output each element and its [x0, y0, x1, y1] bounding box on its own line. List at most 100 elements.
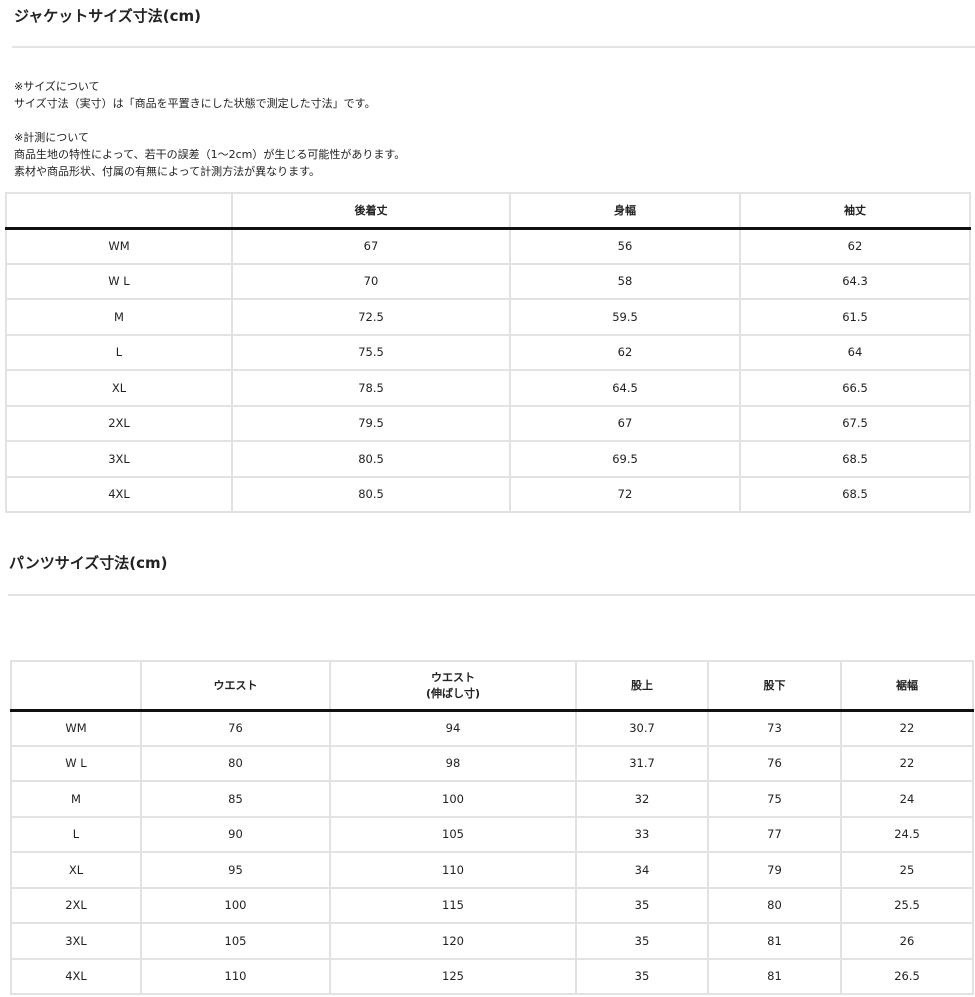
column-header: [10, 660, 142, 712]
divider: [8, 594, 975, 596]
jacket-title: ジャケットサイズ寸法(cm): [14, 7, 202, 25]
table-cell: 105: [140, 922, 331, 960]
note-line: 素材や商品形状、付属の有無によって計測方法が異なります。: [14, 165, 321, 178]
table-cell: 80: [140, 744, 331, 782]
table-cell: 35: [575, 886, 709, 924]
note-line: 商品生地の特性によって、若干の誤差（1～2cm）が生じる可能性があります。: [14, 148, 406, 161]
size-label: WM: [5, 227, 233, 265]
table-cell: 35: [575, 957, 709, 995]
table-cell: 90: [140, 815, 331, 853]
table-row: WM 76 94 30.7 73 22: [10, 709, 974, 747]
table-cell: 76: [707, 744, 842, 782]
table-cell: 80: [707, 886, 842, 924]
table-cell: 85: [140, 780, 331, 818]
size-label: W L: [10, 744, 142, 782]
table-cell: 81: [707, 922, 842, 960]
table-cell: 59.5: [509, 298, 741, 336]
table-row: M 72.5 59.5 61.5: [5, 298, 971, 336]
table-row: 2XL 79.5 67 67.5: [5, 404, 971, 442]
table-cell: 24.5: [840, 815, 974, 853]
table-cell: 105: [329, 815, 577, 853]
table-cell: 98: [329, 744, 577, 782]
table-row: L 75.5 62 64: [5, 333, 971, 371]
table-cell: 75.5: [231, 333, 511, 371]
divider: [12, 46, 975, 48]
size-label: 2XL: [10, 886, 142, 924]
column-header: [5, 192, 233, 230]
table-cell: 73: [707, 709, 842, 747]
size-label: M: [10, 780, 142, 818]
size-label: L: [10, 815, 142, 853]
table-cell: 61.5: [739, 298, 971, 336]
table-cell: 78.5: [231, 369, 511, 407]
column-header: 股下: [707, 660, 842, 712]
table-row: L 90 105 33 77 24.5: [10, 815, 974, 853]
table-cell: 26.5: [840, 957, 974, 995]
table-cell: 62: [509, 333, 741, 371]
column-header: ウエスト: [140, 660, 331, 712]
note-line: ※計測について: [14, 131, 89, 144]
note-line: サイズ寸法（実寸）は「商品を平置きにした状態で測定した寸法」です。: [14, 97, 376, 110]
column-header: 袖丈: [739, 192, 971, 230]
table-cell: 76: [140, 709, 331, 747]
size-label: XL: [10, 851, 142, 889]
table-cell: 64: [739, 333, 971, 371]
table-row: 4XL 110 125 35 81 26.5: [10, 957, 974, 995]
table-row: 4XL 80.5 72 68.5: [5, 475, 971, 513]
table-row: XL 78.5 64.5 66.5: [5, 369, 971, 407]
table-cell: 22: [840, 744, 974, 782]
column-header: 股上: [575, 660, 709, 712]
size-label: 3XL: [5, 440, 233, 478]
table-cell: 95: [140, 851, 331, 889]
table-cell: 32: [575, 780, 709, 818]
table-row: 3XL 80.5 69.5 68.5: [5, 440, 971, 478]
size-label: 2XL: [5, 404, 233, 442]
table-cell: 35: [575, 922, 709, 960]
table-cell: 110: [329, 851, 577, 889]
table-cell: 79.5: [231, 404, 511, 442]
table-cell: 70: [231, 262, 511, 300]
size-label: 3XL: [10, 922, 142, 960]
pants-title: パンツサイズ寸法(cm): [9, 554, 168, 572]
pants-size-table: ウエスト ウエスト (伸ばし寸) 股上 股下 裾幅 WM 76 94 30.7 73 22 W L 80…: [10, 660, 974, 995]
table-cell: 31.7: [575, 744, 709, 782]
table-row: W L 80 98 31.7 76 22: [10, 744, 974, 782]
table-cell: 67: [231, 227, 511, 265]
size-label: M: [5, 298, 233, 336]
table-cell: 72.5: [231, 298, 511, 336]
column-header: ウエスト (伸ばし寸): [329, 660, 577, 712]
table-cell: 77: [707, 815, 842, 853]
table-cell: 100: [329, 780, 577, 818]
table-cell: 25: [840, 851, 974, 889]
table-cell: 64.5: [509, 369, 741, 407]
table-cell: 115: [329, 886, 577, 924]
table-cell: 125: [329, 957, 577, 995]
table-cell: 120: [329, 922, 577, 960]
table-cell: 67: [509, 404, 741, 442]
size-label: XL: [5, 369, 233, 407]
table-cell: 62: [739, 227, 971, 265]
table-cell: 79: [707, 851, 842, 889]
table-cell: 67.5: [739, 404, 971, 442]
jacket-size-table: 後着丈 身幅 袖丈 WM 67 56 62 W L 70 58 64.3 M 72.5 59.5 61.5 L…: [5, 192, 971, 513]
table-cell: 81: [707, 957, 842, 995]
table-cell: 26: [840, 922, 974, 960]
table-cell: 68.5: [739, 440, 971, 478]
size-label: 4XL: [5, 475, 233, 513]
column-header: 裾幅: [840, 660, 974, 712]
table-cell: 64.3: [739, 262, 971, 300]
table-cell: 33: [575, 815, 709, 853]
note-spacer: [14, 112, 405, 129]
table-cell: 22: [840, 709, 974, 747]
size-label: WM: [10, 709, 142, 747]
table-row: WM 67 56 62: [5, 227, 971, 265]
table-cell: 58: [509, 262, 741, 300]
table-cell: 56: [509, 227, 741, 265]
table-cell: 94: [329, 709, 577, 747]
table-cell: 25.5: [840, 886, 974, 924]
note-line: ※サイズについて: [14, 80, 100, 93]
table-cell: 100: [140, 886, 331, 924]
size-label: L: [5, 333, 233, 371]
jacket-notes: ※サイズについて サイズ寸法（実寸）は「商品を平置きにした状態で測定した寸法」で…: [14, 78, 405, 180]
table-row: 2XL 100 115 35 80 25.5: [10, 886, 974, 924]
